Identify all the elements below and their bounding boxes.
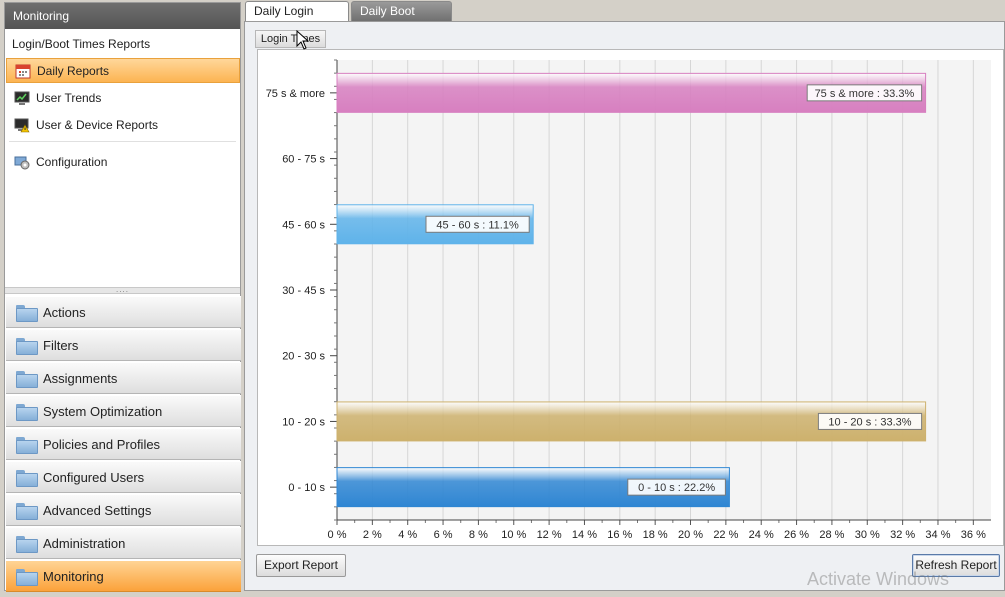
section-label: Filters <box>43 337 79 353</box>
data-label: 45 - 60 s : 11.1% <box>436 219 519 231</box>
trend-monitor-icon <box>14 91 30 105</box>
folder-icon <box>16 469 38 487</box>
x-tick-label: 8 % <box>469 529 488 541</box>
x-tick-label: 26 % <box>784 529 809 541</box>
x-tick-label: 16 % <box>607 529 632 541</box>
x-tick-label: 36 % <box>961 529 986 541</box>
folder-icon <box>16 535 38 553</box>
section-monitoring[interactable]: Monitoring <box>6 560 241 592</box>
nav-item-label: Configuration <box>36 154 108 169</box>
section-actions[interactable]: Actions <box>6 296 241 328</box>
x-tick-label: 12 % <box>537 529 562 541</box>
x-tick-label: 30 % <box>855 529 880 541</box>
nav-item-label: User Trends <box>36 90 102 105</box>
data-label: 0 - 10 s : 22.2% <box>638 482 715 494</box>
data-label: 10 - 20 s : 33.3% <box>828 416 911 428</box>
warning-monitor-icon <box>14 118 30 132</box>
section-filters[interactable]: Filters <box>6 329 241 361</box>
section-label: Advanced Settings <box>43 502 152 518</box>
x-tick-label: 6 % <box>434 529 453 541</box>
y-tick-label: 45 - 60 s <box>282 219 325 231</box>
y-tick-label: 20 - 30 s <box>282 351 325 363</box>
refresh-report-button[interactable]: Refresh Report <box>912 554 1000 577</box>
nav-header: Monitoring <box>5 3 240 29</box>
x-tick-label: 18 % <box>643 529 668 541</box>
folder-icon <box>16 502 38 520</box>
section-administration[interactable]: Administration <box>6 527 241 559</box>
navigation-pane: Monitoring Login/Boot Times Reports Dail… <box>4 2 241 592</box>
export-report-button[interactable]: Export Report <box>256 554 346 577</box>
nav-item-label: Daily Reports <box>37 63 110 78</box>
data-label: 75 s & more : 33.3% <box>815 88 915 100</box>
report-panel: Login Times 0 % 2 % 4 % 6 % 8 % 10 % 12 % 14 % 1… <box>244 21 1005 591</box>
data-label-box <box>627 478 726 496</box>
folder-icon <box>16 370 38 388</box>
pane-splitter[interactable]: .... <box>5 286 240 294</box>
section-configured-users[interactable]: Configured Users <box>6 461 241 493</box>
y-tick-label: 30 - 45 s <box>282 285 325 297</box>
section-label: Assignments <box>43 370 118 386</box>
nav-item-daily-reports[interactable]: Daily Reports <box>6 58 240 83</box>
data-label-box <box>806 84 923 102</box>
x-tick-label: 2 % <box>363 529 382 541</box>
mouse-cursor-icon <box>296 30 310 50</box>
x-tick-label: 10 % <box>501 529 526 541</box>
x-tick-label: 34 % <box>925 529 950 541</box>
data-label-box <box>817 412 923 430</box>
x-tick-label: 14 % <box>572 529 597 541</box>
section-label: Policies and Profiles <box>43 436 161 452</box>
section-label: Monitoring <box>43 568 104 584</box>
y-tick-label: 75 s & more <box>266 88 325 100</box>
section-label: Administration <box>43 535 126 551</box>
nav-item-label: User & Device Reports <box>36 117 159 132</box>
folder-icon <box>16 337 38 355</box>
section-advanced-settings[interactable]: Advanced Settings <box>6 494 241 526</box>
section-label: Actions <box>43 304 86 320</box>
y-tick-label: 10 - 20 s <box>282 416 325 428</box>
x-tick-label: 24 % <box>749 529 774 541</box>
nav-item-user-trends[interactable]: User Trends <box>6 85 240 110</box>
x-tick-label: 32 % <box>890 529 915 541</box>
folder-icon <box>16 436 38 454</box>
folder-icon <box>16 568 38 586</box>
tab-daily-login-report[interactable]: Daily Login Report <box>245 1 349 37</box>
folder-icon <box>16 304 38 322</box>
x-tick-label: 28 % <box>819 529 844 541</box>
data-label-box <box>425 215 530 233</box>
folder-icon <box>16 403 38 421</box>
x-tick-label: 22 % <box>713 529 738 541</box>
section-label: System Optimization <box>43 403 163 419</box>
x-tick-label: 4 % <box>398 529 417 541</box>
bar-chart: 0 % 2 % 4 % 6 % 8 % 10 % 12 % 14 % 16 % 18 % 20 % 2… <box>266 59 991 541</box>
tab-daily-boot-report[interactable]: Daily Boot Report <box>351 1 452 37</box>
nav-group-title: Login/Boot Times Reports <box>12 37 151 51</box>
login-times-chart: 0 % 2 % 4 % 6 % 8 % 10 % 12 % 14 % 16 % 18 % 20 % 2… <box>257 49 1004 546</box>
plot-area <box>337 60 991 520</box>
y-tick-label: 0 - 10 s <box>288 482 325 494</box>
section-system-optimization[interactable]: System Optimization <box>6 395 241 427</box>
config-gear-icon <box>14 156 30 169</box>
section-assignments[interactable]: Assignments <box>6 362 241 394</box>
calendar-icon <box>15 64 31 78</box>
section-label: Configured Users <box>43 469 145 485</box>
x-tick-label: 0 % <box>328 529 347 541</box>
tab-login-times[interactable]: Login Times <box>255 30 326 48</box>
nav-item-user-device-reports[interactable]: User & Device Reports <box>6 112 240 137</box>
nav-divider <box>9 141 236 142</box>
nav-item-configuration[interactable]: Configuration <box>6 149 240 174</box>
activate-windows-watermark: Activate Windows <box>807 569 950 589</box>
y-tick-label: 60 - 75 s <box>282 154 325 166</box>
x-tick-label: 20 % <box>678 529 703 541</box>
section-policies-and-profiles[interactable]: Policies and Profiles <box>6 428 241 460</box>
